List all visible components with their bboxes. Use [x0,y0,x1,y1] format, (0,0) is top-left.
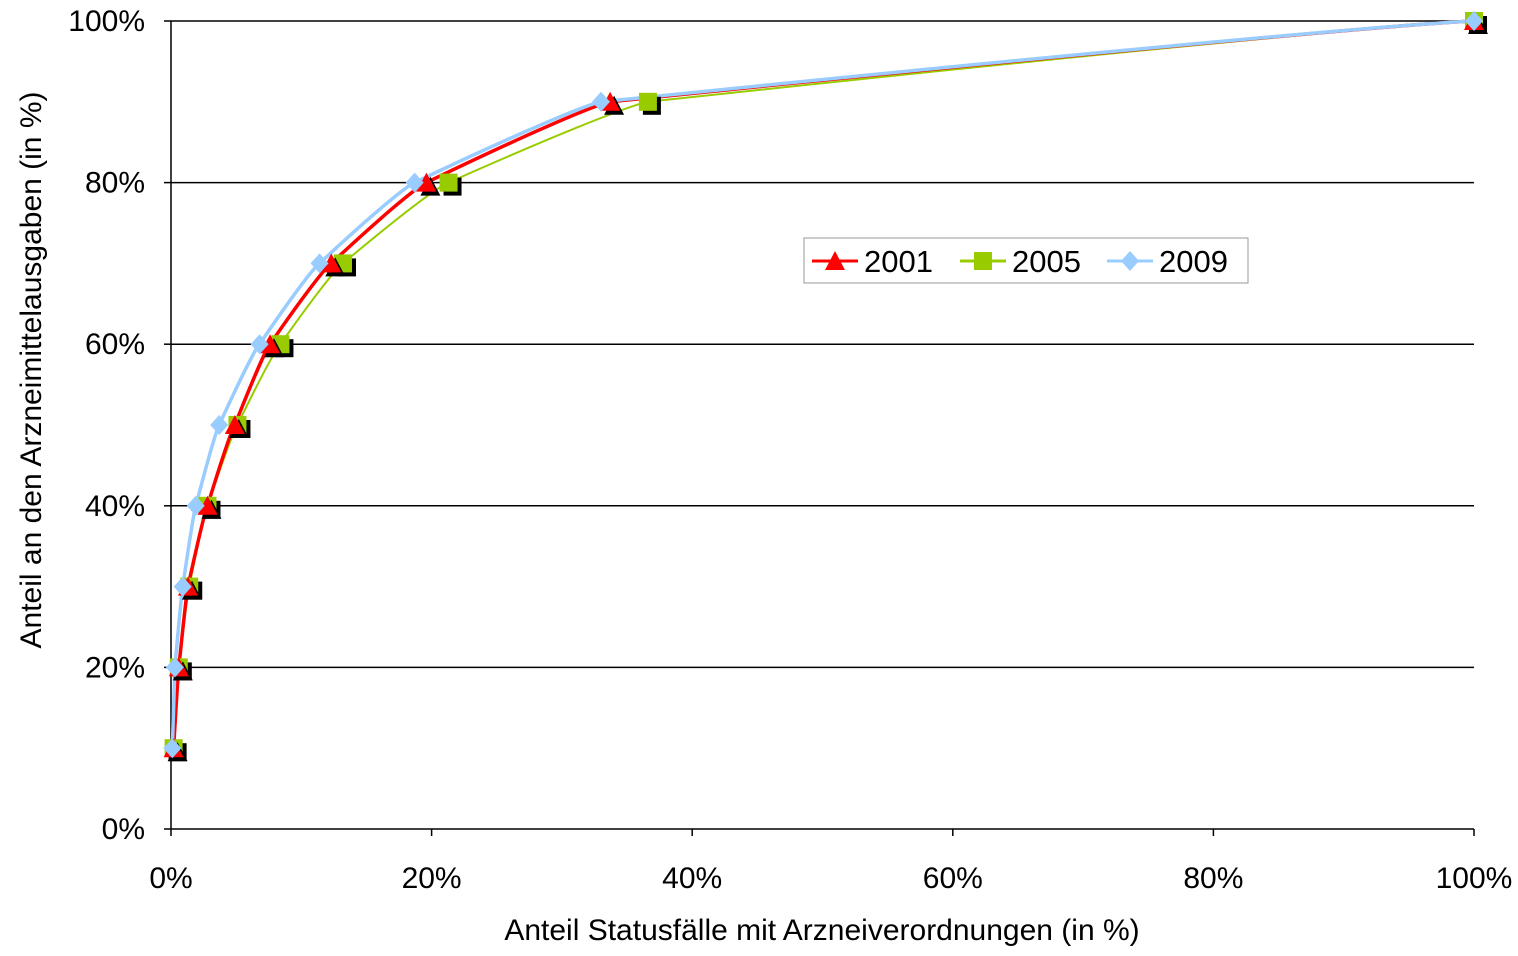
data-point-2005 [638,92,661,115]
series-line-2005 [172,20,1475,749]
x-tick-label: 40% [662,862,722,895]
legend-marker-triangle [825,251,845,270]
tick-labels: 0% 20% 40% 60% 80% 100% 0% 20% 40% 60% 80% 100% [68,5,1512,895]
legend-marker-diamond [1121,251,1139,271]
legend-label: 2005 [1012,244,1081,279]
data-point-2009 [210,415,229,435]
data-point-2009 [173,576,192,597]
legend-item-2001: 2001 [812,244,933,279]
gridlines [171,20,1474,669]
data-point-2009 [165,657,184,678]
data-point-2005 [439,173,462,196]
x-axis-title: Anteil Statusfälle mit Arzneiverordnunge… [504,914,1139,947]
x-tick-label: 20% [402,862,462,895]
legend-item-2005: 2005 [960,244,1081,279]
legend-box [803,237,1249,284]
data-point-2009 [310,253,329,274]
legend-item-2009: 2009 [1107,244,1228,279]
y-tick-label: 80% [85,167,145,200]
series-line-2009 [170,19,1475,749]
x-tick-label: 80% [1183,862,1243,895]
y-tick-label: 60% [85,328,145,361]
data-point-2009 [1465,11,1483,31]
legend-marker-square [974,252,992,270]
data-point-2009 [591,91,610,112]
data-point-2001 [321,253,346,277]
series-line-2001 [171,19,1475,749]
data-point-2001 [197,495,222,519]
y-tick-label: 100% [68,5,145,38]
y-tick-label: 40% [85,490,145,523]
legend: 2001 2005 2009 [803,237,1249,284]
data-point-2001 [260,334,285,358]
series [163,11,1488,762]
axes [164,20,1475,836]
x-tick-label: 60% [923,862,983,895]
data-point-2009 [186,495,205,516]
y-tick-label: 20% [85,651,145,684]
x-tick-label: 0% [149,862,192,895]
data-point-2001 [224,415,249,438]
data-point-2009 [250,334,269,355]
data-point-2009 [405,172,424,193]
y-axis-title: Anteil an den Arzneimittelausgaben (in %… [15,92,48,649]
legend-label: 2009 [1159,244,1228,279]
y-tick-label: 0% [102,813,145,846]
legend-label: 2001 [864,244,933,279]
x-tick-label: 100% [1436,862,1513,895]
data-point-2009 [163,738,182,759]
data-point-2001 [416,172,441,196]
